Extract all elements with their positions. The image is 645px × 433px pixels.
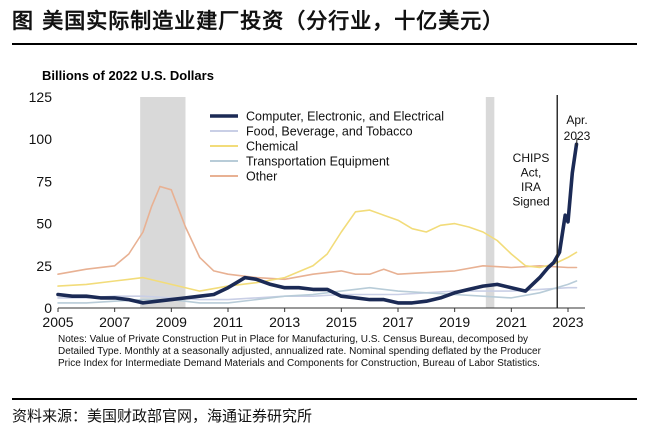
x-tick-label-5: 2015 (326, 314, 357, 330)
y-tick-label-4: 100 (29, 131, 53, 147)
x-tick-label-6: 2017 (382, 314, 413, 330)
legend-entry-4: Other (246, 170, 277, 184)
y-tick-label-3: 75 (36, 173, 52, 189)
x-tick-label-7: 2019 (439, 314, 470, 330)
line-chart: Billions of 2022 U.S. Dollars 0 25 50 75 100… (29, 68, 591, 330)
legend-entry-3: Transportation Equipment (246, 155, 390, 169)
annotation-chips-line-1: Act, (521, 166, 542, 180)
annotation-chips-line-0: CHIPS (513, 151, 550, 165)
series-line-2 (57, 209, 578, 292)
source-note: 资料来源：美国财政部官网，海通证券研究所 (12, 407, 313, 425)
series-line-4 (57, 185, 578, 281)
annotation-apr-2023-line-1: 2023 (564, 129, 591, 143)
series-line-0 (56, 142, 579, 305)
notes-line-2: Detailed Type. Monthly at a seasonally a… (58, 346, 541, 357)
bottom-rule (12, 398, 637, 400)
x-tick-label-4: 2013 (269, 314, 300, 330)
series-line-1 (57, 286, 578, 301)
y-tick-label-0: 0 (44, 300, 52, 316)
series-line-3 (57, 280, 578, 304)
legend-entry-1: Food, Beverage, and Tobacco (246, 125, 413, 139)
x-tick-label-9: 2023 (552, 314, 583, 330)
notes-line-1: Notes: Value of Private Construction Put… (58, 334, 529, 345)
recession-band-0 (140, 97, 186, 308)
annotation-chips-line-2: IRA (521, 180, 541, 194)
recession-band-1 (485, 97, 495, 308)
y-tick-label-1: 25 (36, 258, 52, 274)
legend-entry-0: Computer, Electronic, and Electrical (246, 110, 444, 124)
x-tick-label-8: 2021 (496, 314, 527, 330)
x-tick-label-2: 2009 (156, 314, 187, 330)
figure-title: 图 美国实际制造业建厂投资（分行业，十亿美元） (12, 8, 505, 33)
annotation-chips-line-3: Signed (512, 195, 549, 209)
notes-line-3: Price Index for Intermediate Demand Mate… (58, 358, 540, 369)
x-tick-label-3: 2011 (213, 314, 243, 330)
annotation-apr-2023-line-0: Apr. (566, 113, 587, 127)
annotation-apr-2023-arrow (576, 137, 578, 147)
y-axis-label: Billions of 2022 U.S. Dollars (42, 68, 214, 83)
legend-entry-2: Chemical (246, 140, 298, 154)
x-tick-label-0: 2005 (42, 314, 73, 330)
top-rule (12, 43, 637, 45)
chart-notes: Notes: Value of Private Construction Put… (58, 334, 618, 370)
y-tick-label-5: 125 (29, 89, 53, 105)
y-tick-label-2: 50 (36, 216, 52, 232)
x-tick-label-1: 2007 (99, 314, 130, 330)
